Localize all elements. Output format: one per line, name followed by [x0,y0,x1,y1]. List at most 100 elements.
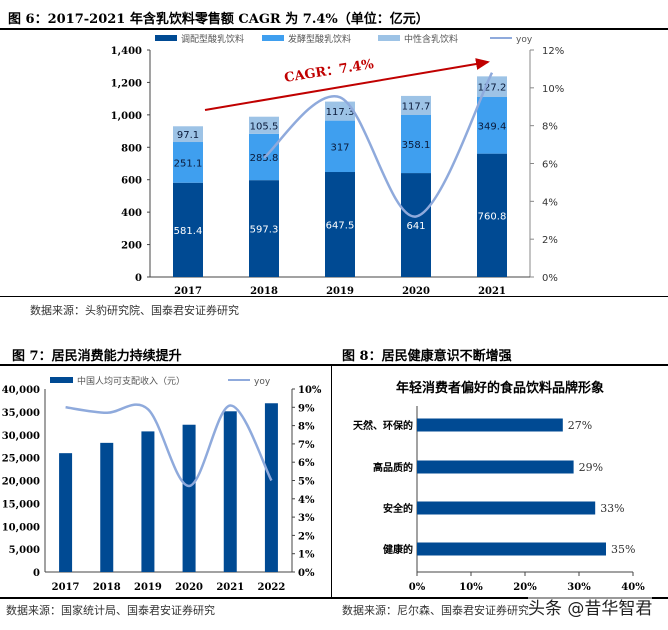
x-tick-label: 2018 [250,286,278,297]
bar [417,418,563,432]
y-tick-label: 10,000 [2,522,40,533]
legend-label: yoy [516,35,533,45]
category-label: 天然、环保的 [353,419,413,432]
y2-tick-label: 6% [298,458,315,469]
bar [100,442,114,572]
y-tick-label: 1,400 [111,46,142,57]
legend-label: yoy [254,377,271,387]
cagr-arrow [204,58,490,111]
y-tick-label: 1,000 [111,111,142,122]
x-tick-label: 20% [513,582,537,593]
y2-tick-label: 10% [298,385,322,396]
x-tick-label: 2020 [175,582,203,593]
y-tick-label: 0 [135,273,142,284]
data-label: 581.4 [174,226,203,237]
figure8-source: 数据来源：尼尔森、国泰君安证券研究 [342,604,529,617]
legend-label: 中性含乳饮料 [404,33,458,45]
bar-segment [477,153,507,277]
y2-tick-label: 3% [298,513,315,524]
divider [0,597,668,599]
x-tick-label: 2017 [174,286,202,297]
figure7-title: 图 7：居民消费能力持续提升 [12,349,182,364]
divider [331,364,332,597]
y2-tick-label: 0% [542,273,558,284]
y2-tick-label: 2% [542,235,558,246]
bar [59,453,73,572]
bar [264,403,278,572]
y2-tick-label: 8% [298,422,315,433]
yoy-line [263,72,494,218]
bar-segment [477,96,507,154]
data-label: 105.5 [250,121,279,132]
y-tick-label: 1,200 [111,78,142,89]
y2-tick-label: 10% [542,84,564,95]
bar-segment [401,95,431,116]
figure6-title: 图 6：2017-2021 年含乳饮料零售额 CAGR 为 7.4%（单位：亿元… [8,12,429,27]
legend-swatch [155,35,177,41]
x-tick-label: 2021 [478,286,506,297]
x-tick-label: 10% [459,582,483,593]
legend-swatch [378,35,400,41]
data-label: 29% [579,461,603,474]
watermark: 头条 @昔华智君 [528,594,653,619]
x-tick-label: 0% [409,582,426,593]
bar-segment [325,172,355,277]
data-label: 760.8 [478,211,507,222]
y2-tick-label: 0% [298,568,315,579]
divider [0,296,668,297]
y-tick-label: 40,000 [2,385,40,396]
y2-tick-label: 2% [298,531,315,542]
category-label: 高品质的 [373,461,413,474]
divider [0,28,668,30]
bar-segment [401,115,431,174]
y-tick-label: 25,000 [2,454,40,465]
y2-tick-label: 4% [298,495,315,506]
chart-title: 年轻消费者偏好的食品饮料品牌形象 [396,380,604,396]
y-tick-label: 30,000 [2,431,40,442]
bar-segment [173,142,203,183]
figure7-source: 数据来源：国家统计局、国泰君安证券研究 [6,604,215,617]
yoy-line [65,403,273,488]
data-label: 35% [611,543,635,556]
legend-label: 中国人均可支配收入（元） [77,375,185,387]
x-tick-label: 2020 [402,286,430,297]
legend-label: 发酵型酸乳饮料 [288,33,351,45]
data-label: 117.3 [326,107,355,118]
chart-figure7: 中国人均可支配收入（元） yoy 0 5,000 10,000 15,000 20,000 2… [2,375,322,593]
y2-tick-label: 9% [298,403,315,414]
y-tick-label: 15,000 [2,499,40,510]
divider [0,364,668,366]
y-tick-label: 5,000 [9,545,40,556]
y-tick-label: 600 [121,176,142,187]
data-label: 285.8 [250,153,279,164]
x-tick-label: 30% [567,582,591,593]
legend-label: 调配型酸乳饮料 [181,33,244,45]
x-tick-label: 2019 [326,286,354,297]
cagr-annotation: CAGR：7.4% [283,57,375,86]
chart-figure8: 年轻消费者偏好的食品饮料品牌形象 0% 10% 20% 30% 40% 天然、环保的 27% 高… [353,380,645,593]
figure6-source: 数据来源：头豹研究院、国泰君安证券研究 [30,304,239,317]
x-tick-label: 2022 [257,582,285,593]
bar [417,501,596,515]
bar-segment [173,126,203,143]
y2-tick-label: 7% [298,440,315,451]
y2-tick-label: 4% [542,197,558,208]
chart-figure6: 调配型酸乳饮料 发酵型酸乳饮料 中性含乳饮料 yoy 0 200 400 600 800 1,00… [111,33,565,297]
bar [417,460,574,474]
bar-segment [401,173,431,277]
bar-segment [249,116,279,134]
data-label: 641 [406,221,425,232]
y-tick-label: 800 [121,143,142,154]
bar-segment [325,101,355,121]
y-tick-label: 200 [121,241,142,252]
y-tick-label: 0 [33,568,40,579]
legend-swatch [50,377,73,383]
data-label: 647.5 [326,221,355,232]
bar [141,431,155,572]
x-tick-label: 2019 [134,582,162,593]
data-label: 317 [330,142,349,153]
data-label: 251.1 [174,158,203,169]
data-label: 97.1 [177,130,199,141]
legend-swatch [262,35,284,41]
x-tick-label: 40% [621,582,645,593]
